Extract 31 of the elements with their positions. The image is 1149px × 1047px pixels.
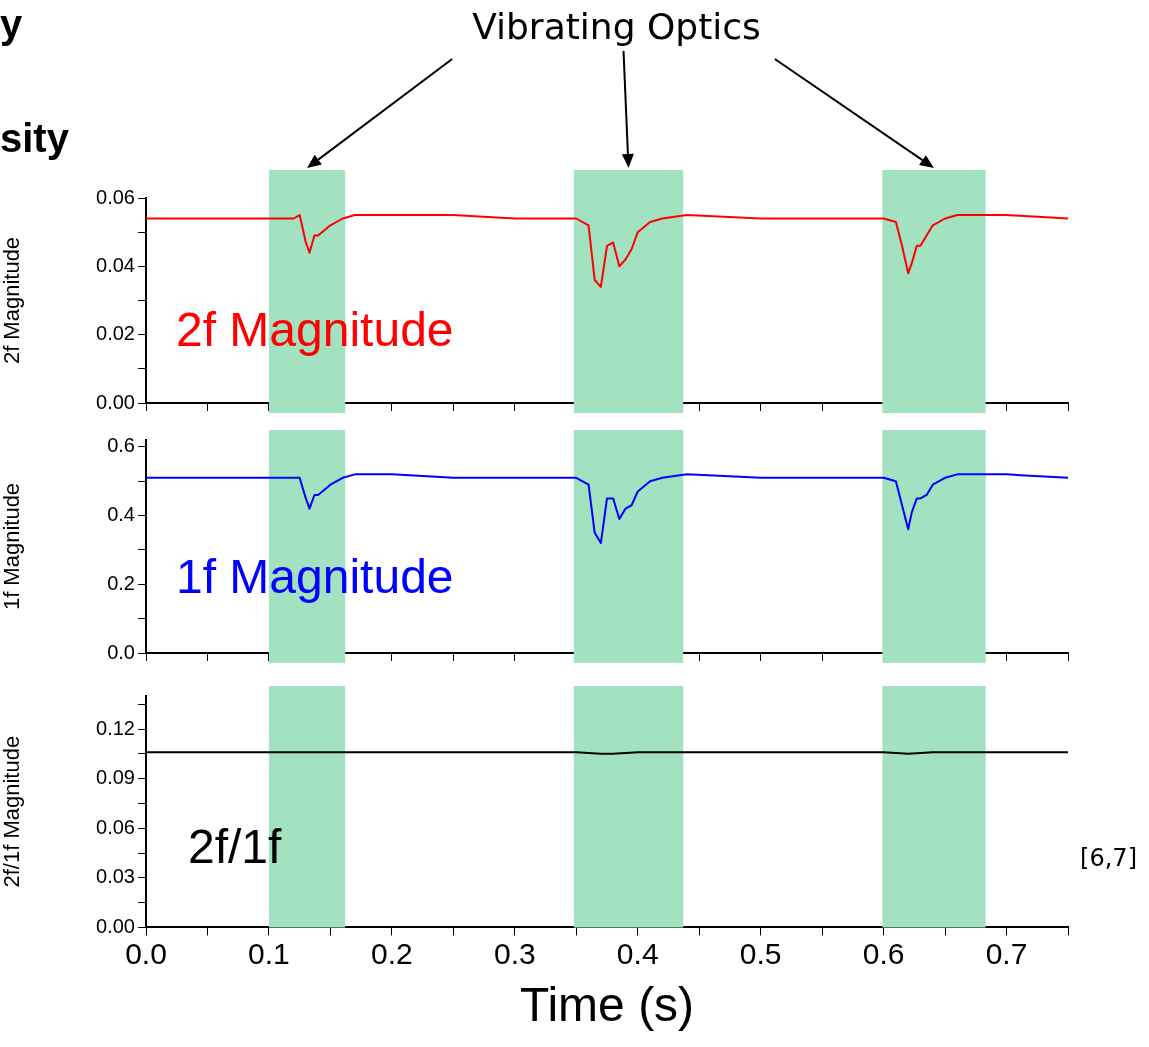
x-tick-label: 0.4 [616, 936, 659, 970]
y-tick-label: 0.06 [96, 815, 135, 838]
y-tick-label: 0.6 [107, 434, 135, 457]
y-tick-label: 0.02 [96, 322, 135, 345]
y-tick-label: 0.03 [96, 865, 135, 888]
x-tick-label: 0.2 [371, 936, 413, 970]
y-tick-label: 0.4 [107, 503, 135, 526]
y-tick-label: 0.00 [96, 914, 135, 937]
text: [6,7] [1080, 844, 1137, 872]
series-label: 1f Magnitude [176, 550, 454, 604]
y-tick-label: 0.0 [107, 640, 135, 663]
y-axis-title: 1f Magnitude [0, 482, 25, 611]
text: Vibrating Optics [472, 6, 761, 47]
x-tick-label: 0.7 [985, 936, 1028, 970]
y-tick-label: 0.12 [96, 716, 135, 739]
x-axis-title: Time (s) [519, 978, 695, 1032]
x-tick-label: 0.1 [248, 936, 290, 970]
series-label: 2f Magnitude [176, 302, 454, 356]
x-tick-label: 0.5 [739, 936, 782, 970]
text: y [0, 2, 23, 47]
y-tick-label: 0.06 [96, 185, 135, 208]
text: sity [0, 116, 69, 161]
y-tick-label: 0.09 [96, 766, 135, 789]
x-tick-label: 0.6 [862, 936, 905, 970]
y-tick-label: 0.2 [107, 571, 135, 594]
y-axis-title: 2f/1f Magnitude [0, 735, 25, 888]
y-tick-label: 0.04 [96, 253, 135, 276]
y-tick-label: 0.00 [96, 390, 135, 413]
series-label: 2f/1f [188, 819, 283, 873]
y-axis-title: 2f Magnitude [0, 236, 25, 365]
x-tick-label: 0.3 [493, 936, 536, 970]
